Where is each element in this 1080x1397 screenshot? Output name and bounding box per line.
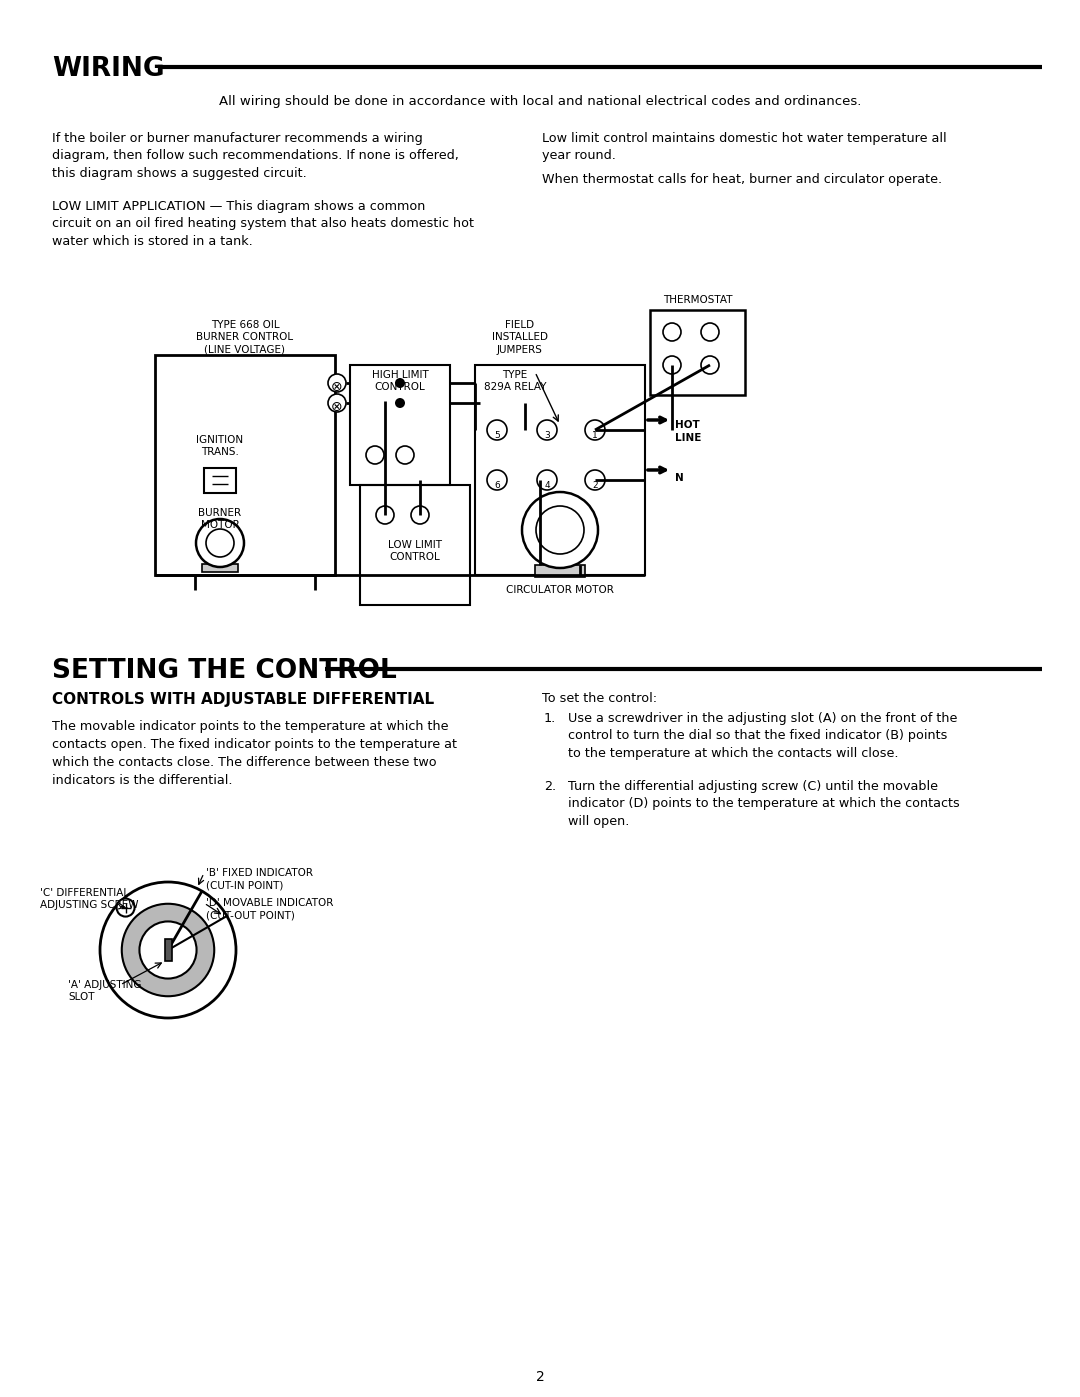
Circle shape xyxy=(701,356,719,374)
Bar xyxy=(475,365,645,576)
Text: 2: 2 xyxy=(592,481,598,489)
Bar xyxy=(535,564,585,577)
Bar xyxy=(650,310,745,395)
Circle shape xyxy=(487,420,507,440)
Text: SETTING THE CONTROL: SETTING THE CONTROL xyxy=(52,658,396,685)
Circle shape xyxy=(585,469,605,490)
Text: LOW LIMIT
CONTROL: LOW LIMIT CONTROL xyxy=(388,541,442,563)
Text: BURNER
MOTOR: BURNER MOTOR xyxy=(199,509,242,531)
Text: ⊗: ⊗ xyxy=(332,380,342,394)
Bar xyxy=(156,355,335,576)
Text: IGNITION
TRANS.: IGNITION TRANS. xyxy=(197,434,244,457)
Text: 3: 3 xyxy=(544,430,550,440)
Text: If the boiler or burner manufacturer recommends a wiring
diagram, then follow su: If the boiler or burner manufacturer rec… xyxy=(52,131,459,180)
Bar xyxy=(202,564,238,571)
Circle shape xyxy=(537,420,557,440)
Circle shape xyxy=(395,398,405,408)
Text: The movable indicator points to the temperature at which the
contacts open. The : The movable indicator points to the temp… xyxy=(52,719,457,787)
Circle shape xyxy=(395,379,405,388)
Circle shape xyxy=(396,446,414,464)
Circle shape xyxy=(585,420,605,440)
Circle shape xyxy=(139,922,197,978)
Circle shape xyxy=(522,492,598,569)
Text: CIRCULATOR MOTOR: CIRCULATOR MOTOR xyxy=(507,585,613,595)
Text: N: N xyxy=(675,474,684,483)
Text: 2: 2 xyxy=(536,1370,544,1384)
Text: 'B' FIXED INDICATOR
(CUT-IN POINT): 'B' FIXED INDICATOR (CUT-IN POINT) xyxy=(206,868,313,890)
Text: 1: 1 xyxy=(592,430,598,440)
Text: All wiring should be done in accordance with local and national electrical codes: All wiring should be done in accordance … xyxy=(219,95,861,108)
Circle shape xyxy=(536,506,584,555)
Circle shape xyxy=(537,469,557,490)
Bar xyxy=(164,939,172,961)
Circle shape xyxy=(195,520,244,567)
Text: 'C' DIFFERENTIAL
ADJUSTING SCREW: 'C' DIFFERENTIAL ADJUSTING SCREW xyxy=(40,888,138,911)
Text: LOW LIMIT APPLICATION — This diagram shows a common
circuit on an oil fired heat: LOW LIMIT APPLICATION — This diagram sho… xyxy=(52,200,474,249)
Text: HIGH LIMIT
CONTROL: HIGH LIMIT CONTROL xyxy=(372,370,429,393)
Text: HOT: HOT xyxy=(675,420,700,430)
Bar xyxy=(204,468,237,493)
Circle shape xyxy=(376,506,394,524)
Text: Low limit control maintains domestic hot water temperature all
year round.: Low limit control maintains domestic hot… xyxy=(542,131,947,162)
Text: When thermostat calls for heat, burner and circulator operate.: When thermostat calls for heat, burner a… xyxy=(542,173,942,186)
Text: FIELD
INSTALLED
JUMPERS: FIELD INSTALLED JUMPERS xyxy=(492,320,548,355)
Text: 4: 4 xyxy=(544,481,550,489)
Text: CONTROLS WITH ADJUSTABLE DIFFERENTIAL: CONTROLS WITH ADJUSTABLE DIFFERENTIAL xyxy=(52,692,434,707)
Circle shape xyxy=(411,506,429,524)
Text: 6: 6 xyxy=(495,481,500,489)
Circle shape xyxy=(206,529,234,557)
Circle shape xyxy=(663,356,681,374)
Text: Use a screwdriver in the adjusting slot (A) on the front of the
control to turn : Use a screwdriver in the adjusting slot … xyxy=(568,712,957,760)
Circle shape xyxy=(701,323,719,341)
Circle shape xyxy=(328,394,346,412)
Circle shape xyxy=(487,469,507,490)
Text: ⊗: ⊗ xyxy=(332,400,342,414)
Text: Turn the differential adjusting screw (C) until the movable
indicator (D) points: Turn the differential adjusting screw (C… xyxy=(568,780,960,828)
Text: To set the control:: To set the control: xyxy=(542,692,657,705)
Text: THERMOSTAT: THERMOSTAT xyxy=(663,295,732,305)
Circle shape xyxy=(328,374,346,393)
Text: WIRING: WIRING xyxy=(52,56,164,82)
Text: 2.: 2. xyxy=(544,780,556,793)
Circle shape xyxy=(663,323,681,341)
Circle shape xyxy=(100,882,237,1018)
Bar xyxy=(360,485,470,605)
Circle shape xyxy=(117,898,135,916)
Circle shape xyxy=(122,904,214,996)
Text: 'D' MOVABLE INDICATOR
(CUT-OUT POINT): 'D' MOVABLE INDICATOR (CUT-OUT POINT) xyxy=(206,898,334,921)
Text: 1.: 1. xyxy=(544,712,556,725)
Text: 'A' ADJUSTING
SLOT: 'A' ADJUSTING SLOT xyxy=(68,981,141,1003)
Text: TYPE 668 OIL
BURNER CONTROL
(LINE VOLTAGE): TYPE 668 OIL BURNER CONTROL (LINE VOLTAG… xyxy=(197,320,294,355)
Bar xyxy=(350,365,450,485)
Text: 5: 5 xyxy=(495,430,500,440)
Text: TYPE
829A RELAY: TYPE 829A RELAY xyxy=(484,370,546,393)
Circle shape xyxy=(366,446,384,464)
Text: LINE: LINE xyxy=(675,433,701,443)
